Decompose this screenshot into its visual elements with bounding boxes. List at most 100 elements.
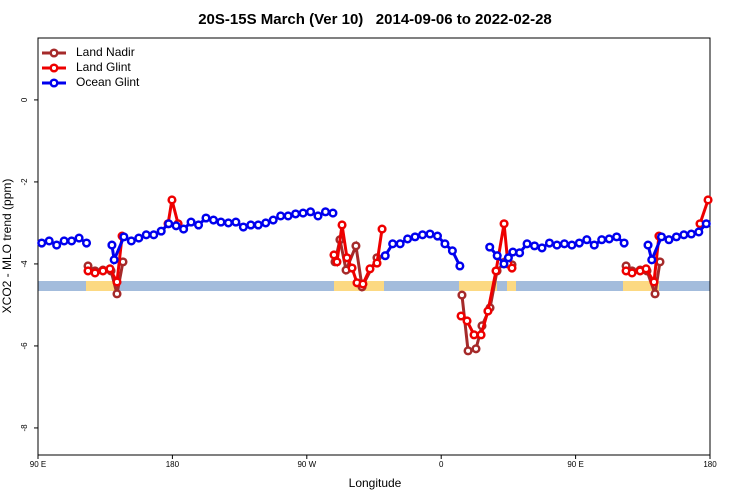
data-point — [81, 238, 92, 248]
data-point — [119, 232, 129, 242]
land-band — [86, 281, 116, 291]
data-point — [253, 220, 263, 230]
data-point — [679, 230, 689, 240]
data-point — [612, 232, 622, 242]
x-tick-label: 180 — [166, 460, 180, 469]
data-point — [193, 220, 204, 230]
y-tick-label: -2 — [20, 178, 29, 186]
data-point — [337, 220, 347, 230]
data-point — [52, 240, 62, 250]
y-tick-label: 0 — [20, 97, 29, 102]
data-point — [395, 239, 405, 249]
y-tick-label: -8 — [20, 424, 29, 432]
data-point — [37, 238, 47, 248]
data-point — [544, 238, 555, 248]
data-point — [650, 289, 660, 299]
data-point — [552, 240, 562, 250]
data-point — [647, 255, 657, 265]
data-point — [507, 263, 517, 273]
data-point — [380, 251, 390, 261]
data-point — [216, 217, 226, 227]
data-point — [476, 330, 486, 340]
x-tick-label: 90 E — [30, 460, 46, 469]
data-point — [107, 240, 117, 250]
data-point — [231, 217, 241, 227]
data-point — [268, 215, 278, 225]
data-point — [134, 233, 144, 243]
data-point — [701, 219, 711, 229]
data-point — [537, 243, 547, 253]
data-point — [664, 235, 674, 245]
data-point — [156, 226, 166, 236]
data-point — [74, 233, 84, 243]
data-point — [403, 234, 413, 244]
data-point — [567, 240, 577, 250]
data-point — [432, 231, 443, 241]
data-point — [328, 208, 338, 218]
land-band — [507, 281, 516, 291]
legend-label: Land Nadir — [76, 45, 135, 59]
data-point — [171, 221, 181, 231]
data-point — [492, 251, 502, 261]
data-point — [320, 207, 331, 217]
legend-marker — [49, 48, 59, 58]
data-point — [597, 235, 607, 245]
data-point — [491, 266, 501, 276]
data-point — [377, 224, 387, 234]
data-point — [329, 250, 339, 260]
x-tick-label: 90 W — [297, 460, 316, 469]
y-tick-label: -6 — [20, 342, 29, 350]
data-point — [425, 229, 435, 239]
data-point — [141, 230, 151, 240]
data-point — [483, 306, 493, 316]
data-point — [109, 255, 119, 265]
data-point — [67, 236, 77, 246]
data-point — [126, 236, 136, 246]
data-point — [694, 227, 704, 237]
data-point — [208, 215, 219, 225]
data-point — [457, 290, 467, 300]
data-point — [372, 258, 382, 268]
data-point — [298, 208, 308, 218]
data-point — [574, 238, 584, 248]
land-band — [623, 281, 659, 291]
data-point — [238, 222, 248, 232]
data-point — [462, 316, 472, 326]
data-point — [358, 279, 368, 289]
data-point — [604, 234, 614, 244]
data-point — [186, 217, 196, 227]
data-point — [417, 230, 428, 240]
land-ocean-band — [38, 281, 710, 291]
data-point — [164, 219, 174, 229]
data-point — [503, 253, 513, 263]
data-point — [499, 219, 509, 229]
land-band — [459, 281, 497, 291]
data-point — [332, 257, 342, 267]
data-point — [223, 218, 233, 228]
data-point — [59, 236, 69, 246]
data-point — [656, 232, 667, 242]
data-point — [515, 248, 525, 258]
data-point — [105, 264, 115, 274]
data-point — [83, 266, 93, 276]
data-point — [447, 246, 457, 256]
data-point — [589, 240, 599, 250]
data-point — [351, 241, 361, 251]
legend-marker — [49, 63, 59, 73]
series — [83, 195, 713, 340]
data-point — [499, 259, 509, 269]
x-axis-label: Longitude — [349, 476, 402, 490]
data-point — [388, 239, 398, 249]
data-point — [485, 242, 495, 252]
data-point — [365, 264, 375, 274]
data-point — [463, 346, 473, 356]
data-point — [90, 268, 100, 278]
data-point — [641, 264, 651, 274]
data-point — [342, 253, 352, 263]
data-point — [261, 218, 271, 228]
data-point — [410, 232, 420, 242]
series-line — [87, 199, 710, 337]
legend-marker — [49, 78, 59, 88]
data-point — [456, 311, 466, 321]
